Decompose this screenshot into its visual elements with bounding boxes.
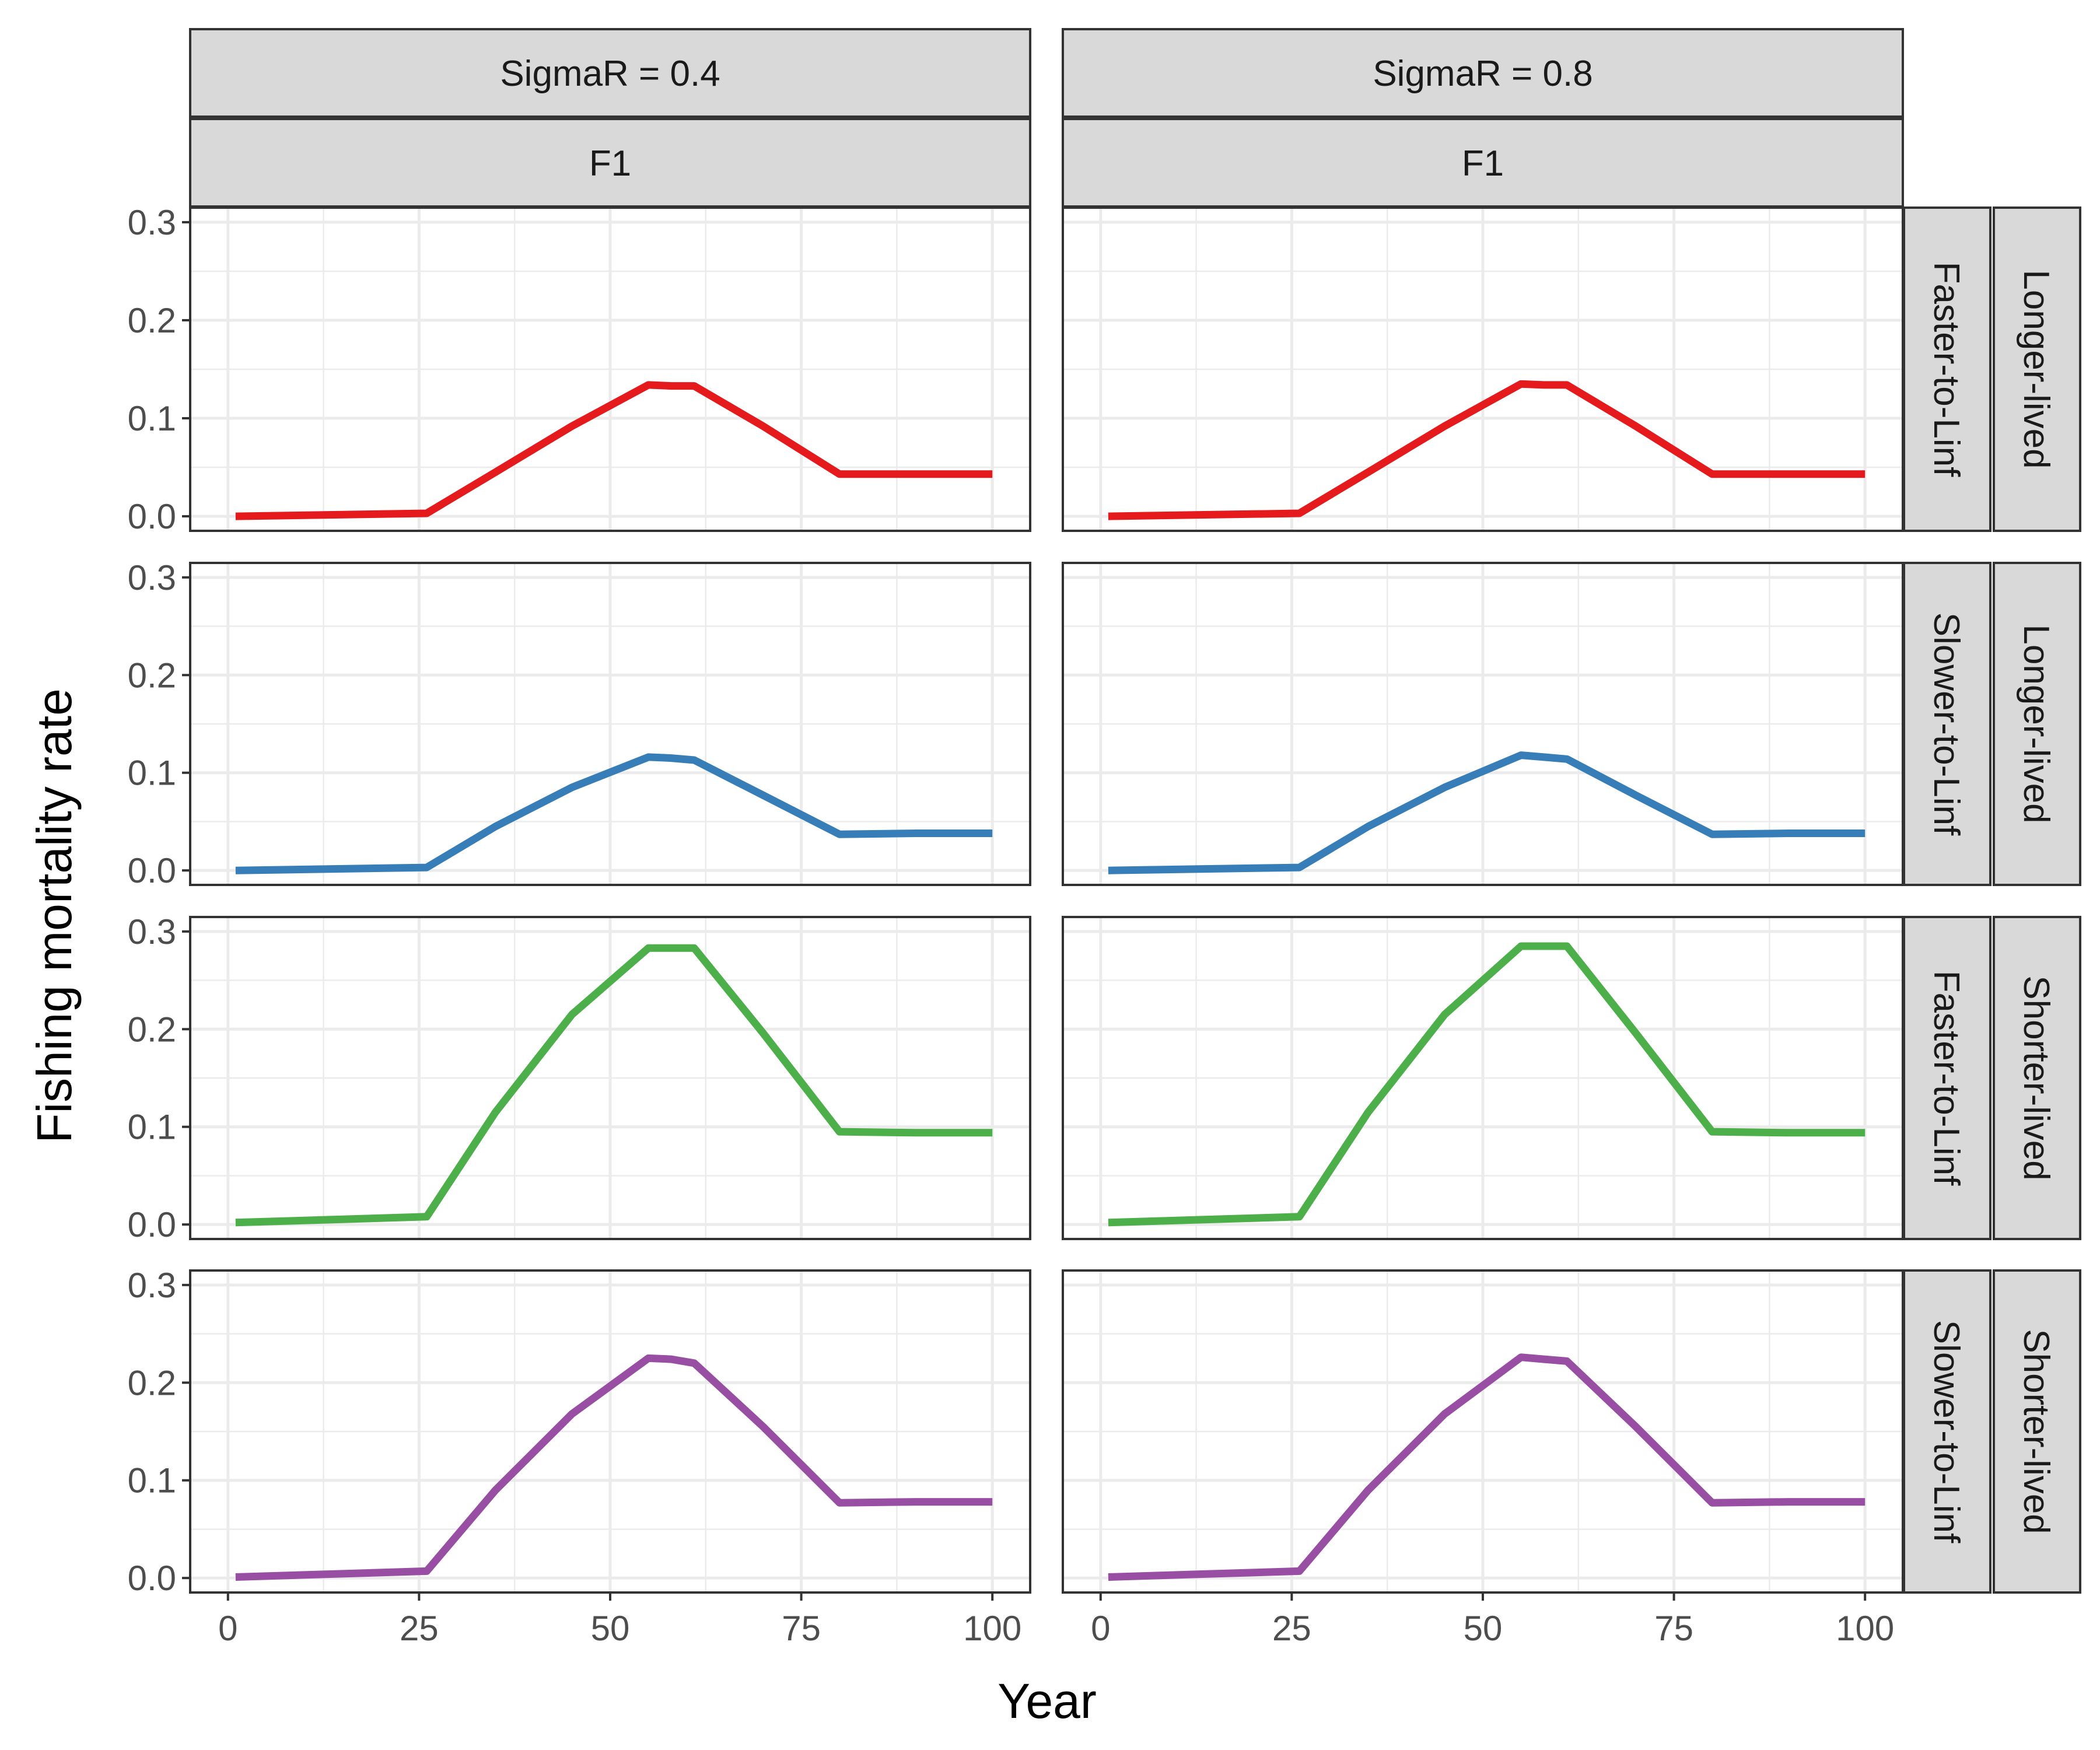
row-strip-inner-label: Slower-to-Linf bbox=[1926, 612, 1966, 836]
col-strip-bottom-label: F1 bbox=[589, 144, 631, 184]
y-tick-label: 0.1 bbox=[128, 754, 176, 793]
x-tick-label: 100 bbox=[963, 1609, 1021, 1648]
row-strip-outer-label: Longer-lived bbox=[2016, 624, 2056, 823]
y-tick-label: 0.0 bbox=[128, 1559, 176, 1598]
y-tick-label: 0.3 bbox=[128, 1266, 176, 1305]
y-tick-label: 0.2 bbox=[128, 1010, 176, 1049]
panel-r2-c0 bbox=[190, 917, 1030, 1239]
x-tick-label: 25 bbox=[1272, 1609, 1311, 1648]
panel-r0-c1 bbox=[1063, 208, 1903, 531]
x-tick-label: 25 bbox=[400, 1609, 439, 1648]
y-tick-label: 0.1 bbox=[128, 399, 176, 438]
y-axes: 0.0 0.1 0.2 0.3 0.0 0.1 0.2 0.3 0.0 0.1 0.2 0.3 0.0 0… bbox=[128, 203, 190, 1598]
row-strip-outer-label: Longer-lived bbox=[2016, 270, 2056, 468]
col-strip-top-label: SigmaR = 0.8 bbox=[1373, 54, 1592, 94]
y-tick-label: 0.2 bbox=[128, 1363, 176, 1402]
x-tick-label: 50 bbox=[591, 1609, 630, 1648]
panel-r3-c0 bbox=[190, 1270, 1030, 1592]
y-axis-title: Fishing mortality rate bbox=[27, 688, 82, 1143]
row-strip-inner-label: Slower-to-Linf bbox=[1926, 1320, 1966, 1544]
x-tick-label: 100 bbox=[1836, 1609, 1894, 1648]
y-tick-label: 0.3 bbox=[128, 203, 176, 242]
col-strip-bottom-label: F1 bbox=[1462, 144, 1504, 184]
x-tick-label: 50 bbox=[1464, 1609, 1503, 1648]
panels bbox=[190, 208, 1903, 1592]
y-tick-label: 0.1 bbox=[128, 1108, 176, 1147]
y-tick-label: 0.3 bbox=[128, 558, 176, 597]
column-strips: SigmaR = 0.4 F1 SigmaR = 0.8 F1 bbox=[190, 29, 1903, 206]
row-strip-inner-label: Faster-to-Linf bbox=[1926, 262, 1966, 477]
x-tick-label: 0 bbox=[218, 1609, 237, 1648]
y-tick-label: 0.3 bbox=[128, 912, 176, 951]
x-axis-title: Year bbox=[998, 1674, 1097, 1728]
y-tick-label: 0.2 bbox=[128, 656, 176, 695]
y-tick-label: 0.0 bbox=[128, 1205, 176, 1244]
x-axes: 0 25 50 75 100 0 25 50 75 100 bbox=[218, 1592, 1894, 1648]
panel-r3-c1 bbox=[1063, 1270, 1903, 1592]
y-tick-label: 0.2 bbox=[128, 301, 176, 340]
row-strip-outer-label: Shorter-lived bbox=[2016, 975, 2056, 1180]
x-tick-label: 75 bbox=[782, 1609, 821, 1648]
y-tick-label: 0.1 bbox=[128, 1461, 176, 1500]
row-strip-outer-label: Shorter-lived bbox=[2016, 1329, 2056, 1534]
col-strip-top-label: SigmaR = 0.4 bbox=[500, 54, 720, 94]
row-strip-inner-label: Faster-to-Linf bbox=[1926, 971, 1966, 1186]
y-tick-label: 0.0 bbox=[128, 851, 176, 890]
x-tick-label: 75 bbox=[1654, 1609, 1693, 1648]
panel-r0-c0 bbox=[190, 208, 1030, 531]
panel-r2-c1 bbox=[1063, 917, 1903, 1239]
x-tick-label: 0 bbox=[1091, 1609, 1110, 1648]
y-tick-label: 0.0 bbox=[128, 497, 176, 536]
row-strips: Faster-to-Linf Longer-lived Slower-to-Linf… bbox=[1904, 208, 2080, 1592]
